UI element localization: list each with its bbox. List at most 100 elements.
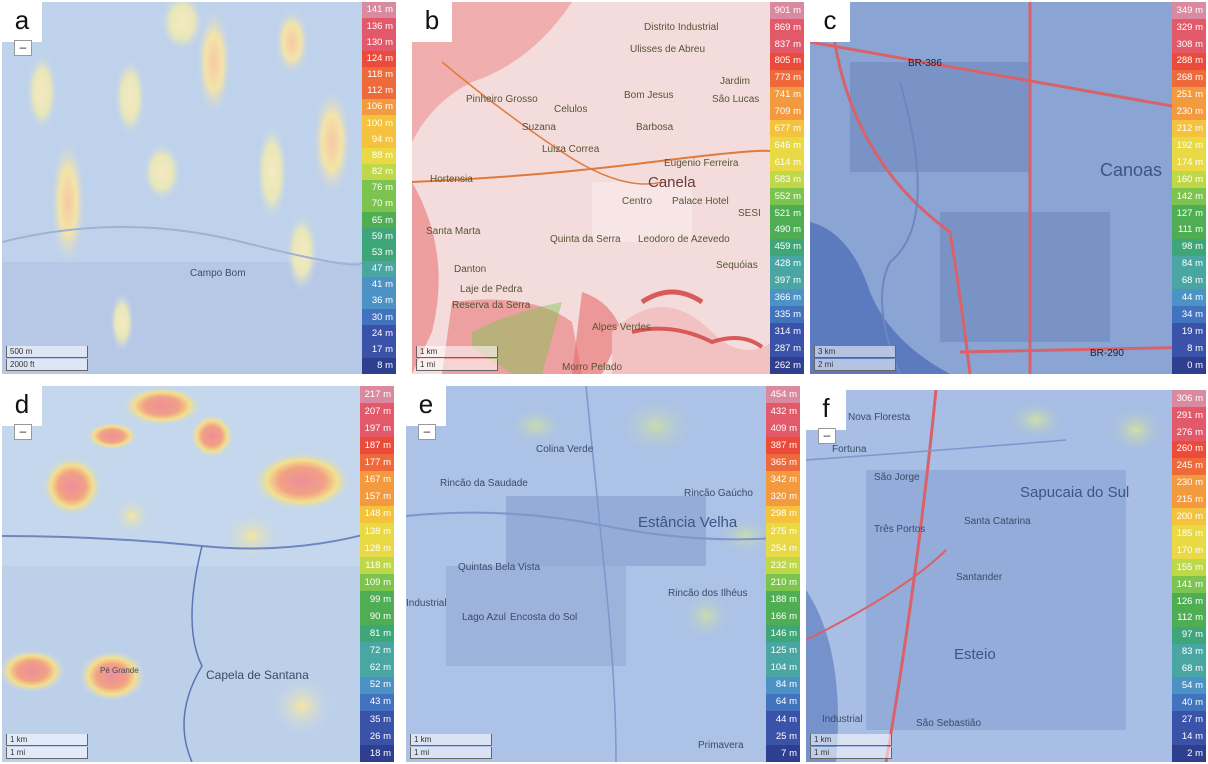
- scale-mi-label: 2 mi: [814, 359, 896, 371]
- place-label: Primavera: [698, 740, 744, 751]
- scale-bar: 1 km 1 mi: [416, 345, 498, 371]
- legend-stop: 128 m: [360, 539, 394, 557]
- legend-stop: 185 m: [1172, 525, 1206, 543]
- zoom-out-button[interactable]: –: [818, 428, 836, 444]
- legend-stop: 170 m: [1172, 542, 1206, 560]
- scale-mi-label: 1 mi: [810, 747, 892, 759]
- legend-stop: 82 m: [362, 163, 396, 180]
- place-label: Três Portos: [874, 524, 926, 535]
- legend-stop: 329 m: [1172, 18, 1206, 36]
- legend-stop: 26 m: [360, 727, 394, 745]
- legend-stop: 192 m: [1172, 137, 1206, 155]
- place-label: Distrito Industrial: [644, 22, 719, 33]
- legend-stop: 288 m: [1172, 52, 1206, 70]
- legend-stop: 104 m: [766, 659, 800, 677]
- legend-stop: 215 m: [1172, 491, 1206, 509]
- legend-stop: 141 m: [362, 2, 396, 19]
- legend-stop: 188 m: [766, 591, 800, 609]
- place-label: Hortensia: [430, 174, 473, 185]
- zoom-out-button[interactable]: –: [14, 424, 32, 440]
- place-label: Industrial: [822, 714, 863, 725]
- legend-stop: 210 m: [766, 574, 800, 592]
- legend-stop: 459 m: [770, 238, 804, 256]
- legend-stop: 298 m: [766, 505, 800, 523]
- place-label: São Lucas: [712, 94, 760, 105]
- scale-bar: 1 km 1 mi: [410, 733, 492, 759]
- legend-stop: 212 m: [1172, 120, 1206, 138]
- legend-stop: 837 m: [770, 35, 804, 53]
- legend-stop: 155 m: [1172, 559, 1206, 576]
- elevation-layer: [412, 2, 804, 374]
- legend-stop: 276 m: [1172, 423, 1206, 441]
- legend-stop: 232 m: [766, 556, 800, 575]
- legend-stop: 200 m: [1172, 508, 1206, 526]
- legend-stop: 90 m: [360, 608, 394, 626]
- map-panel-d[interactable]: Capela de Santana Pé Grande 217 m 207 m 19…: [2, 386, 394, 762]
- place-label: Capela de Santana: [206, 668, 309, 682]
- zoom-out-button[interactable]: –: [14, 40, 32, 56]
- scale-km-label: 1 km: [416, 346, 498, 358]
- legend-stop: 84 m: [1172, 255, 1206, 273]
- place-label: Reserva da Serra: [452, 300, 531, 311]
- legend-stop: 64 m: [766, 693, 800, 711]
- legend-stop: 14 m: [1172, 728, 1206, 746]
- legend-stop: 17 m: [362, 341, 396, 358]
- place-label: Lago Azul: [462, 612, 506, 623]
- legend-stop: 308 m: [1172, 35, 1206, 53]
- place-label: Leodoro de Azevedo: [638, 234, 730, 245]
- legend-stop: 53 m: [362, 244, 396, 261]
- legend-stop: 72 m: [360, 642, 394, 660]
- legend-stop: 217 m: [360, 386, 394, 404]
- legend-stop: 245 m: [1172, 457, 1206, 475]
- legend-stop: 365 m: [766, 454, 800, 472]
- place-label: Barbosa: [636, 122, 674, 133]
- legend-stop: 118 m: [362, 66, 396, 83]
- map-panel-c[interactable]: BR-386 Canoas BR-290 349 m 329 m 308 m 288 …: [810, 2, 1206, 374]
- legend-stop: 27 m: [1172, 711, 1206, 729]
- map-panel-f[interactable]: Nova Floresta Fortuna São Jorge Sapucaia…: [806, 390, 1206, 762]
- map-panel-a[interactable]: Campo Bom 141 m 136 m 130 m 124 m 118 m 112 m…: [2, 2, 396, 374]
- legend-stop: 773 m: [770, 69, 804, 87]
- place-label: SESI: [738, 208, 761, 219]
- legend-stop: 314 m: [770, 323, 804, 341]
- place-label: Santa Catarina: [964, 516, 1031, 527]
- scale-bar: 500 m 2000 ft: [6, 345, 88, 371]
- place-label: São Sebastião: [916, 718, 982, 729]
- place-label: Santander: [956, 572, 1003, 583]
- legend-stop: 76 m: [362, 179, 396, 197]
- legend-stop: 43 m: [360, 693, 394, 711]
- scale-km-label: 1 km: [810, 734, 892, 746]
- legend-stop: 83 m: [1172, 643, 1206, 661]
- legend-stop: 397 m: [770, 272, 804, 290]
- zoom-out-button[interactable]: –: [418, 424, 436, 440]
- legend-stop: 197 m: [360, 420, 394, 438]
- panel-letter: d: [2, 386, 42, 426]
- legend-stop: 24 m: [362, 325, 396, 342]
- place-label: Sapucaia do Sul: [1020, 484, 1130, 501]
- place-label: Colina Verde: [536, 444, 594, 455]
- map-panel-b[interactable]: Distrito Industrial Ulisses de Abreu Jar…: [412, 2, 804, 374]
- legend-stop: 230 m: [1172, 103, 1206, 121]
- legend-stop: 454 m: [766, 386, 800, 404]
- place-label: Rincão dos Ilhéus: [668, 588, 748, 599]
- legend-stop: 25 m: [766, 727, 800, 745]
- map-panel-e[interactable]: Colina Verde Rincão da Saudade Rincão Ga…: [406, 386, 800, 762]
- legend-stop: 583 m: [770, 171, 804, 188]
- legend-stop: 35 m: [360, 710, 394, 728]
- place-label: Luiza Correa: [542, 144, 600, 155]
- legend-stop: 8 m: [362, 357, 396, 374]
- legend-stop: 349 m: [1172, 2, 1206, 19]
- panel-letter: f: [806, 390, 846, 430]
- legend-stop: 677 m: [770, 120, 804, 138]
- legend-stop: 65 m: [362, 212, 396, 229]
- panel-letter: a: [2, 2, 42, 42]
- legend-stop: 142 m: [1172, 187, 1206, 205]
- legend-stop: 869 m: [770, 18, 804, 36]
- legend-stop: 41 m: [362, 276, 396, 294]
- legend-stop: 94 m: [362, 131, 396, 148]
- legend-stop: 174 m: [1172, 154, 1206, 172]
- elevation-layer: [2, 2, 396, 374]
- legend-stop: 68 m: [1172, 660, 1206, 678]
- legend-stop: 111 m: [1172, 221, 1206, 239]
- legend-stop: 207 m: [360, 403, 394, 421]
